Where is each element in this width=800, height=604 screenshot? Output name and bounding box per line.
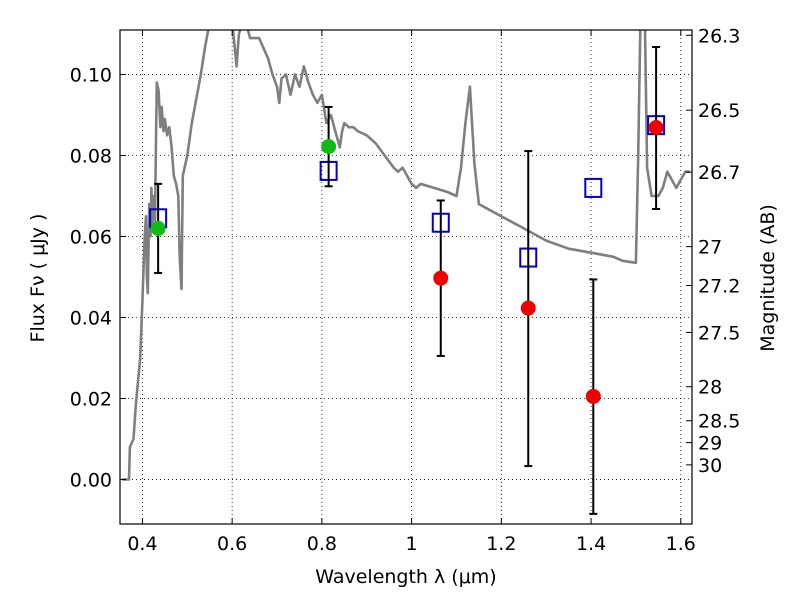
model-spectrum <box>122 30 690 481</box>
x-tick-label: 1.6 <box>666 533 696 555</box>
x-tick-label: 1 <box>406 533 418 555</box>
x-tick-label: 0.8 <box>307 533 337 555</box>
mag-tick-label: 27.5 <box>698 322 740 344</box>
x-tick-label: 1.4 <box>576 533 606 555</box>
x-tick-label: 0.4 <box>127 533 157 555</box>
circle-marker <box>520 300 536 316</box>
circle-marker <box>321 139 337 155</box>
mag-tick-label: 26.3 <box>698 25 740 47</box>
mag-tick-label: 27 <box>698 237 722 259</box>
mag-tick-label: 26.5 <box>698 100 740 122</box>
x-axis-label: Wavelength λ (μm) <box>315 566 496 588</box>
open-square-marker <box>584 177 603 198</box>
y-tick-label: 0.10 <box>70 65 112 87</box>
grid <box>120 30 692 524</box>
y-tick-label: 0.02 <box>70 388 112 410</box>
x-tick-label: 1.2 <box>486 533 516 555</box>
axis-ticks: 0.4 0.6 0.8 1 1.2 1.4 1.6 0.00 0.02 0.04 0.06 0.08 0… <box>70 25 741 555</box>
y-tick-label: 0.00 <box>70 469 112 491</box>
circle-marker <box>585 388 601 404</box>
right-axis-label: Magnitude (AB) <box>757 204 779 352</box>
model-spectrum-line <box>122 30 690 481</box>
circle-marker <box>648 120 664 136</box>
mag-tick-label: 27.2 <box>698 276 740 298</box>
x-tick-label: 0.6 <box>217 533 247 555</box>
y-tick-label: 0.06 <box>70 227 112 249</box>
data-markers <box>149 46 666 515</box>
mag-tick-label: 29 <box>698 433 722 455</box>
mag-tick-label: 30 <box>698 455 722 477</box>
circle-marker <box>433 270 449 286</box>
y-axis-label: Flux Fν ( μJy ) <box>27 214 49 343</box>
mag-tick-label: 28.5 <box>698 411 740 433</box>
circle-marker <box>150 220 166 236</box>
plot-frame <box>119 29 693 525</box>
mag-tick-label: 26.7 <box>698 162 740 184</box>
y-tick-label: 0.04 <box>70 307 112 329</box>
y-tick-label: 0.08 <box>70 146 112 168</box>
mag-tick-label: 28 <box>698 377 722 399</box>
